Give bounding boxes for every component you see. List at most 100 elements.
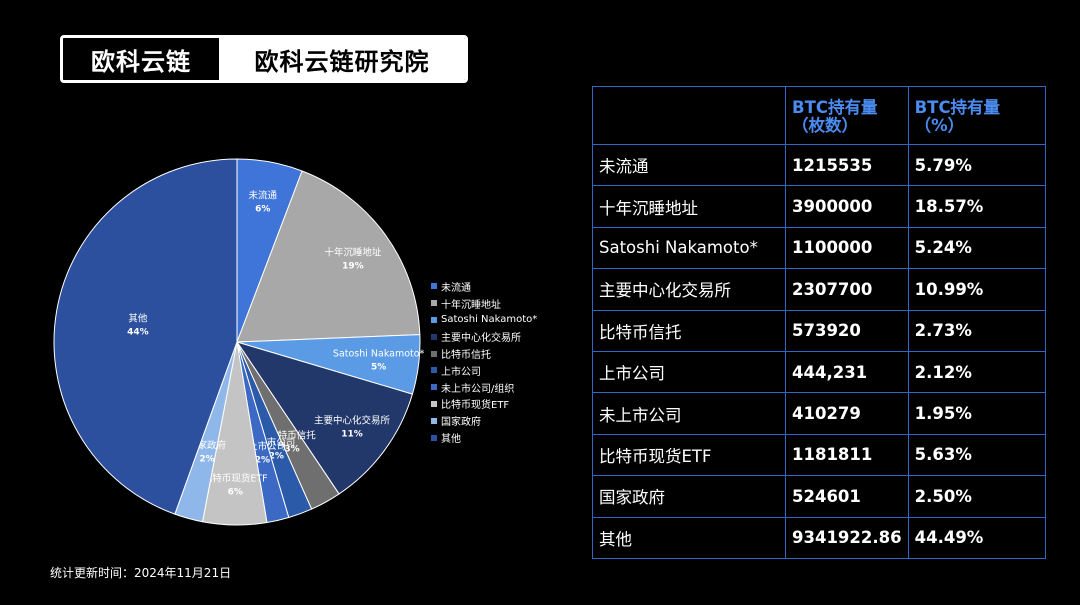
row-name-cell: 主要中心化交易所 [592, 268, 786, 311]
row-count-cell: 573920 [785, 309, 909, 352]
slice-name-label: 比特币现货ETF [203, 473, 268, 485]
row-name-cell: 上市公司 [592, 350, 786, 394]
legend-item: 其他 [431, 429, 537, 446]
header-count-line2: （枚数） [792, 116, 858, 135]
table-body: 未流通 1215535 5.79% 十年沉睡地址 3900000 18.57% Satosh… [592, 143, 1047, 559]
legend-item: 主要中心化交易所 [431, 328, 537, 345]
legend-item: Satoshi Nakamoto* [431, 312, 537, 329]
table-row: 比特币信托 573920 2.73% [592, 309, 1047, 352]
row-pct-cell: 1.95% [907, 392, 1047, 435]
legend-label: Satoshi Nakamoto* [441, 314, 538, 326]
row-pct-cell: 2.12% [907, 350, 1047, 394]
legend-label: 未上市公司/组织 [441, 383, 515, 395]
legend-label: 主要中心化交易所 [441, 333, 521, 345]
legend-swatch [431, 350, 437, 357]
header-pct-line2: （%） [914, 116, 965, 135]
slice-percent-label: 2% [199, 454, 214, 464]
legend-label: 比特币信托 [441, 350, 491, 362]
legend-item: 未上市公司/组织 [431, 379, 537, 396]
chart-legend: 未流通十年沉睡地址 Satoshi Nakamoto* 主要中心化交易所 比特币信托上… [431, 278, 537, 446]
legend-item: 比特币信托 [431, 345, 537, 362]
header-pct-line1: BTC持有量 [914, 98, 1001, 117]
legend-swatch [431, 417, 437, 424]
row-count-cell: 1100000 [785, 226, 909, 270]
legend-swatch [431, 400, 437, 407]
update-time-note: 统计更新时间：2024年11月21日 [50, 566, 232, 580]
slice-percent-label: 5% [371, 363, 386, 373]
row-name-cell: 未流通 [592, 143, 786, 187]
row-count-cell: 410279 [785, 392, 909, 435]
legend-item: 国家政府 [431, 412, 537, 429]
legend-swatch [431, 283, 437, 290]
row-pct-cell: 2.73% [907, 309, 1047, 352]
row-name-cell: 比特币信托 [592, 309, 786, 352]
brand-name-text: 欧科云链研究院 [219, 38, 465, 80]
legend-swatch [431, 384, 437, 391]
table-row: 上市公司 444,231 2.12% [592, 350, 1047, 394]
row-pct-cell: 10.99% [907, 268, 1047, 311]
slice-percent-label: 2% [255, 456, 270, 466]
row-count-cell: 3900000 [785, 185, 909, 228]
row-name-cell: 未上市公司 [592, 392, 786, 435]
row-pct-cell: 5.79% [907, 143, 1047, 187]
legend-item: 比特币现货ETF [431, 396, 537, 413]
legend-label: 国家政府 [441, 417, 481, 429]
legend-swatch [431, 434, 437, 441]
row-name-cell: 比特币现货ETF [592, 433, 786, 477]
row-count-cell: 444,231 [785, 350, 909, 394]
row-pct-cell: 2.50% [907, 475, 1047, 518]
row-pct-cell: 5.63% [907, 433, 1047, 477]
table-row: 十年沉睡地址 3900000 18.57% [592, 185, 1047, 228]
header-pct-cell: BTC持有量 （%） [907, 86, 1047, 145]
table-row: 比特币现货ETF 1181811 5.63% [592, 433, 1047, 477]
row-name-cell: 十年沉睡地址 [592, 185, 786, 228]
header-count-cell: BTC持有量 （枚数） [785, 86, 909, 145]
row-name-cell: 国家政府 [592, 475, 786, 518]
slice-name-label: 主要中心化交易所 [314, 415, 391, 427]
pie-slice [53, 158, 238, 515]
table-row: 未流通 1215535 5.79% [592, 143, 1047, 187]
row-count-cell: 1215535 [785, 143, 909, 187]
row-count-cell: 1181811 [785, 433, 909, 477]
legend-label: 十年沉睡地址 [441, 299, 501, 311]
table-row: 其他 9341922.86 44.49% [592, 516, 1047, 559]
row-count-cell: 2307700 [785, 268, 909, 311]
slice-percent-label: 44% [127, 328, 149, 338]
slice-name-label: 未流通 [249, 190, 278, 202]
table-row: 国家政府 524601 2.50% [592, 475, 1047, 518]
pie-slice [236, 170, 421, 343]
row-pct-cell: 5.24% [907, 226, 1047, 270]
legend-swatch [431, 300, 437, 307]
legend-item: 十年沉睡地址 [431, 295, 537, 312]
slice-name-label: Satoshi Nakamoto* [333, 349, 425, 360]
header-count-line1: BTC持有量 [792, 98, 878, 117]
slice-percent-label: 11% [341, 430, 363, 440]
pie-slice [235, 341, 414, 495]
legend-label: 比特币现货ETF [441, 400, 510, 412]
legend-label: 未流通 [441, 282, 471, 294]
row-name-cell: Satoshi Nakamoto* [592, 226, 786, 270]
slice-name-label: 十年沉睡地址 [324, 247, 382, 259]
row-pct-cell: 44.49% [907, 516, 1047, 559]
slice-percent-label: 2% [269, 451, 284, 461]
legend-swatch [431, 333, 437, 340]
slice-name-label: 其他 [128, 313, 148, 325]
table-row: 未上市公司 410279 1.95% [592, 392, 1047, 435]
row-pct-cell: 18.57% [907, 185, 1047, 228]
legend-label: 上市公司 [441, 366, 481, 378]
legend-label: 其他 [441, 434, 461, 446]
row-name-cell: 其他 [592, 516, 786, 559]
table-row: 主要中心化交易所 2307700 10.99% [592, 268, 1047, 311]
btc-holdings-table: BTC持有量 （枚数） BTC持有量 （%） 未流通 1215535 5.79% 十年… [592, 86, 1047, 559]
row-count-cell: 524601 [785, 475, 909, 518]
slice-percent-label: 3% [284, 444, 299, 454]
table-header-row: BTC持有量 （枚数） BTC持有量 （%） [592, 86, 1047, 145]
row-count-cell: 9341922.86 [785, 516, 909, 559]
legend-swatch [431, 367, 437, 374]
header-name-cell [592, 86, 786, 145]
slice-percent-label: 19% [342, 262, 364, 272]
legend-item: 上市公司 [431, 362, 537, 379]
table-row: Satoshi Nakamoto* 1100000 5.24% [592, 226, 1047, 270]
slice-percent-label: 6% [228, 488, 243, 498]
